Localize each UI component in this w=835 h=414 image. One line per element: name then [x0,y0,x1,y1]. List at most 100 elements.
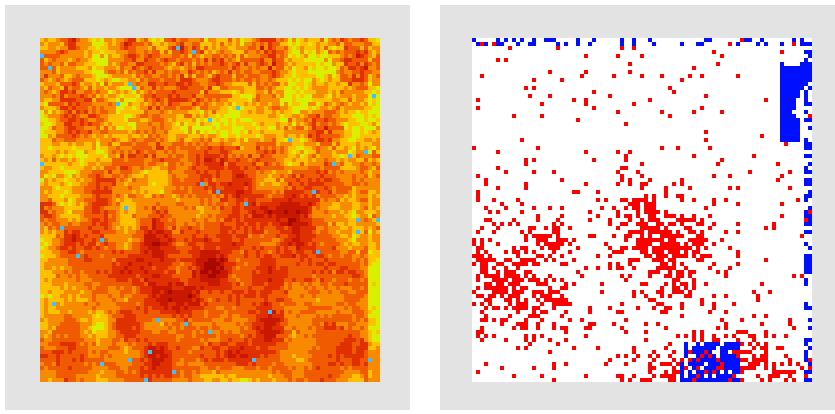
pixel [376,206,380,210]
pixel [220,166,224,170]
pixel [364,158,368,162]
pixel [356,106,360,110]
pixel [120,38,124,42]
pixel [344,222,348,226]
pixel [364,178,368,182]
pixel [116,250,120,254]
pixel [40,154,44,158]
pixel [272,46,276,50]
pixel [228,238,232,242]
pixel [336,182,340,186]
pixel [200,250,204,254]
pixel [192,258,196,262]
pixel [104,54,108,58]
pixel [164,166,168,170]
pixel [60,134,64,138]
pixel [344,138,348,142]
pixel [372,110,376,114]
pixel [48,154,52,158]
pixel [292,250,296,254]
pixel [208,186,212,190]
pixel [76,114,80,118]
pixel [276,270,280,274]
pixel [48,78,52,82]
pixel [284,46,288,50]
pixel [264,70,268,74]
pixel [160,82,164,86]
pixel [312,46,316,50]
pixel [128,210,132,214]
pixel [232,58,236,62]
pixel [48,134,52,138]
pixel [148,46,152,50]
pixel [316,102,320,106]
pixel [272,246,276,250]
pixel [288,218,292,222]
pixel [52,130,56,134]
pixel [372,246,376,250]
pixel [164,42,168,46]
pixel [256,90,260,94]
pixel [224,58,228,62]
pixel [244,182,248,186]
pixel [208,238,212,242]
pixel [368,222,372,226]
pixel [160,174,164,178]
pixel [356,214,360,218]
pixel [48,230,52,234]
pixel [52,198,56,202]
pixel [160,218,164,222]
pixel [316,150,320,154]
pixel [296,86,300,90]
pixel [184,90,188,94]
pixel [376,166,380,170]
pixel [320,190,324,194]
pixel [320,38,324,42]
pixel [144,194,148,198]
pixel [128,218,132,222]
pixel [96,194,100,198]
pixel [364,230,368,234]
pixel [356,146,360,150]
pixel [56,142,60,146]
pixel [256,218,260,222]
pixel [140,78,144,82]
pixel [340,54,344,58]
pixel [244,222,248,226]
pixel [120,106,124,110]
pixel [108,206,112,210]
pixel [60,226,64,230]
pixel [100,250,104,254]
pixel [324,102,328,106]
pixel [96,162,100,166]
pixel [60,242,64,246]
pixel [320,122,324,126]
pixel [324,46,328,50]
pixel [56,38,60,42]
pixel [268,266,272,270]
pixel [84,66,88,70]
pixel [180,46,184,50]
pixel [356,246,360,250]
pixel [200,262,204,266]
pixel [56,82,60,86]
pixel [148,134,152,138]
pixel [92,198,96,202]
pixel [216,70,220,74]
pixel [292,254,296,258]
pixel [376,74,380,78]
pixel [312,106,316,110]
pixel [260,42,264,46]
pixel [296,114,300,118]
pixel [324,166,328,170]
pixel [64,166,68,170]
pixel [64,102,68,106]
pixel [280,230,284,234]
pixel [124,118,128,122]
pixel [208,90,212,94]
pixel [220,170,224,174]
pixel [364,142,368,146]
pixel [88,194,92,198]
pixel [292,50,296,54]
pixel [296,258,300,262]
